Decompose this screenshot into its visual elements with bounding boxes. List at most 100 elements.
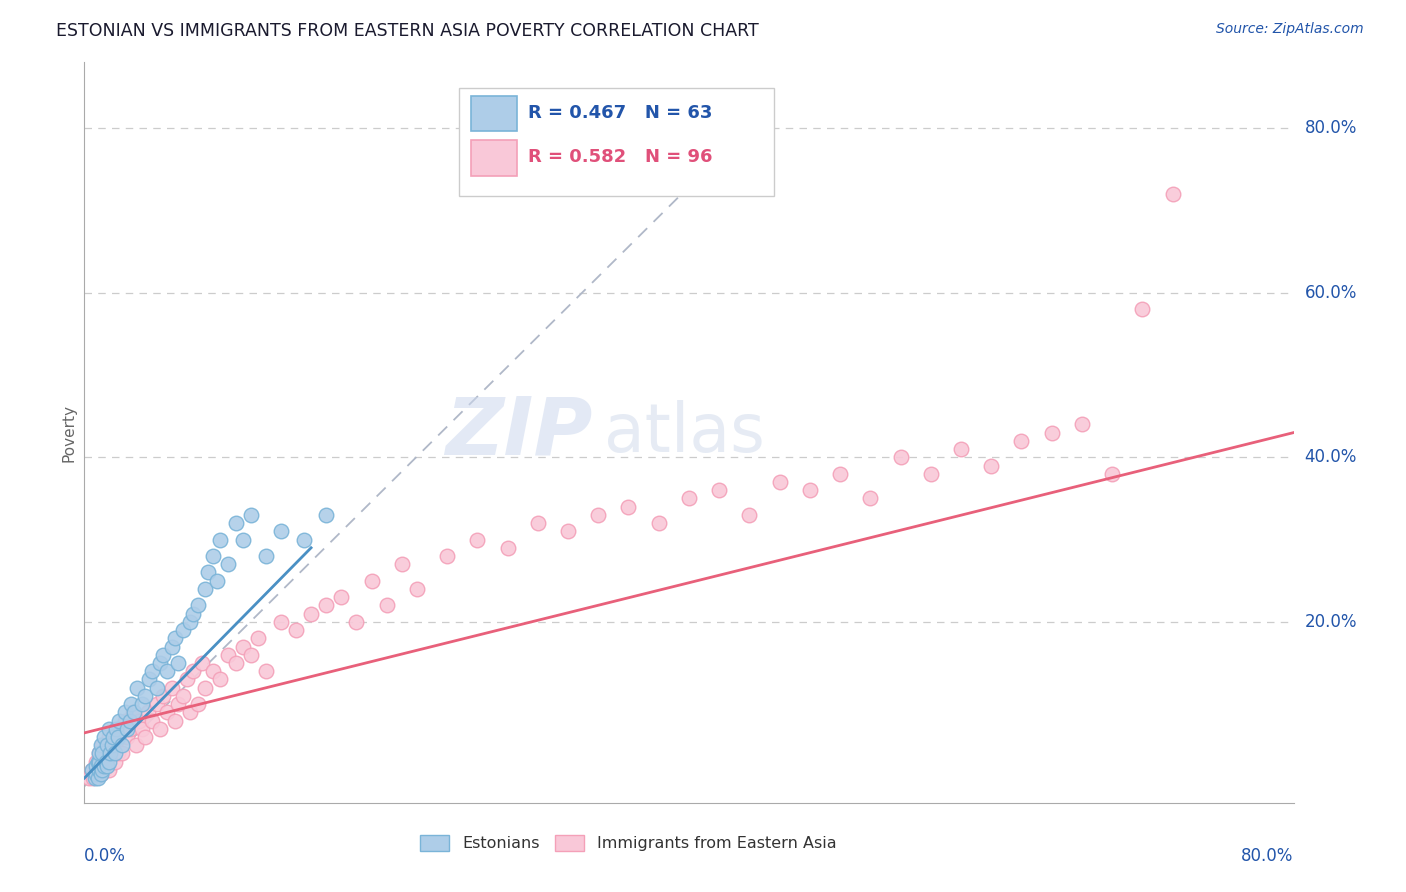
Point: [98, 747, 121, 761]
Point: [134, 689, 156, 703]
Point: [209, 673, 232, 687]
Point: [115, 730, 138, 744]
Point: [239, 508, 262, 522]
Point: [176, 673, 198, 687]
Point: [201, 664, 224, 678]
Point: [160, 681, 183, 695]
Text: 80.0%: 80.0%: [1305, 120, 1357, 137]
Point: [149, 656, 172, 670]
Point: [1161, 187, 1184, 202]
Point: [90, 738, 112, 752]
Point: [890, 450, 912, 465]
Text: R = 0.582   N = 96: R = 0.582 N = 96: [529, 148, 713, 166]
Point: [950, 442, 973, 456]
Point: [527, 516, 550, 530]
Point: [141, 664, 163, 678]
Text: 60.0%: 60.0%: [1305, 284, 1357, 301]
Point: [125, 738, 148, 752]
Point: [830, 467, 852, 481]
Text: 0.0%: 0.0%: [84, 847, 127, 865]
Legend: Estonians, Immigrants from Eastern Asia: Estonians, Immigrants from Eastern Asia: [413, 829, 844, 858]
Point: [292, 533, 315, 547]
Point: [86, 767, 108, 781]
Point: [80, 763, 103, 777]
Point: [239, 648, 262, 662]
Point: [97, 730, 120, 744]
Point: [91, 738, 114, 752]
Point: [111, 747, 134, 761]
Point: [1130, 302, 1153, 317]
Point: [87, 771, 110, 785]
Point: [191, 656, 214, 670]
Point: [799, 483, 821, 498]
Point: [96, 758, 118, 772]
Point: [360, 574, 382, 588]
Point: [467, 533, 489, 547]
Point: [121, 706, 143, 720]
Point: [122, 706, 145, 720]
Point: [167, 656, 190, 670]
Point: [108, 722, 131, 736]
Point: [496, 541, 519, 555]
Point: [1071, 417, 1094, 432]
Point: [209, 533, 232, 547]
Point: [375, 599, 398, 613]
Point: [187, 697, 209, 711]
Point: [217, 648, 239, 662]
Point: [149, 722, 172, 736]
Point: [100, 738, 122, 752]
Point: [90, 755, 112, 769]
Point: [91, 758, 114, 772]
Point: [114, 706, 136, 720]
Text: R = 0.467   N = 63: R = 0.467 N = 63: [529, 103, 713, 122]
Point: [315, 599, 337, 613]
Point: [86, 758, 108, 772]
Point: [197, 566, 219, 580]
Point: [87, 755, 110, 769]
Point: [97, 722, 120, 736]
Point: [77, 771, 100, 785]
Point: [557, 524, 579, 539]
Point: [131, 697, 153, 711]
Point: [86, 763, 108, 777]
Point: [588, 508, 610, 522]
Point: [1101, 467, 1123, 481]
Point: [285, 623, 308, 637]
FancyBboxPatch shape: [471, 95, 517, 131]
Point: [980, 458, 1002, 473]
Point: [152, 689, 174, 703]
Point: [115, 722, 138, 736]
Point: [179, 706, 201, 720]
Point: [131, 722, 153, 736]
Point: [232, 533, 254, 547]
Point: [181, 607, 204, 621]
Point: [172, 623, 194, 637]
Point: [406, 582, 429, 596]
Point: [111, 738, 134, 752]
Point: [156, 706, 179, 720]
Point: [101, 730, 124, 744]
Point: [678, 491, 700, 506]
Point: [136, 706, 159, 720]
Point: [96, 755, 118, 769]
Point: [167, 697, 190, 711]
Point: [114, 714, 136, 728]
Text: Source: ZipAtlas.com: Source: ZipAtlas.com: [1216, 22, 1364, 37]
Point: [330, 590, 353, 604]
Point: [91, 747, 114, 761]
Point: [97, 763, 120, 777]
Point: [920, 467, 942, 481]
Point: [82, 771, 104, 785]
Point: [146, 681, 169, 695]
Point: [105, 734, 128, 748]
Point: [118, 722, 141, 736]
Point: [299, 607, 322, 621]
Point: [89, 763, 111, 777]
Text: 80.0%: 80.0%: [1241, 847, 1294, 865]
Point: [1040, 425, 1063, 440]
Point: [165, 632, 187, 646]
Point: [648, 516, 671, 530]
Point: [93, 730, 115, 744]
Point: [107, 747, 129, 761]
Point: [84, 771, 107, 785]
